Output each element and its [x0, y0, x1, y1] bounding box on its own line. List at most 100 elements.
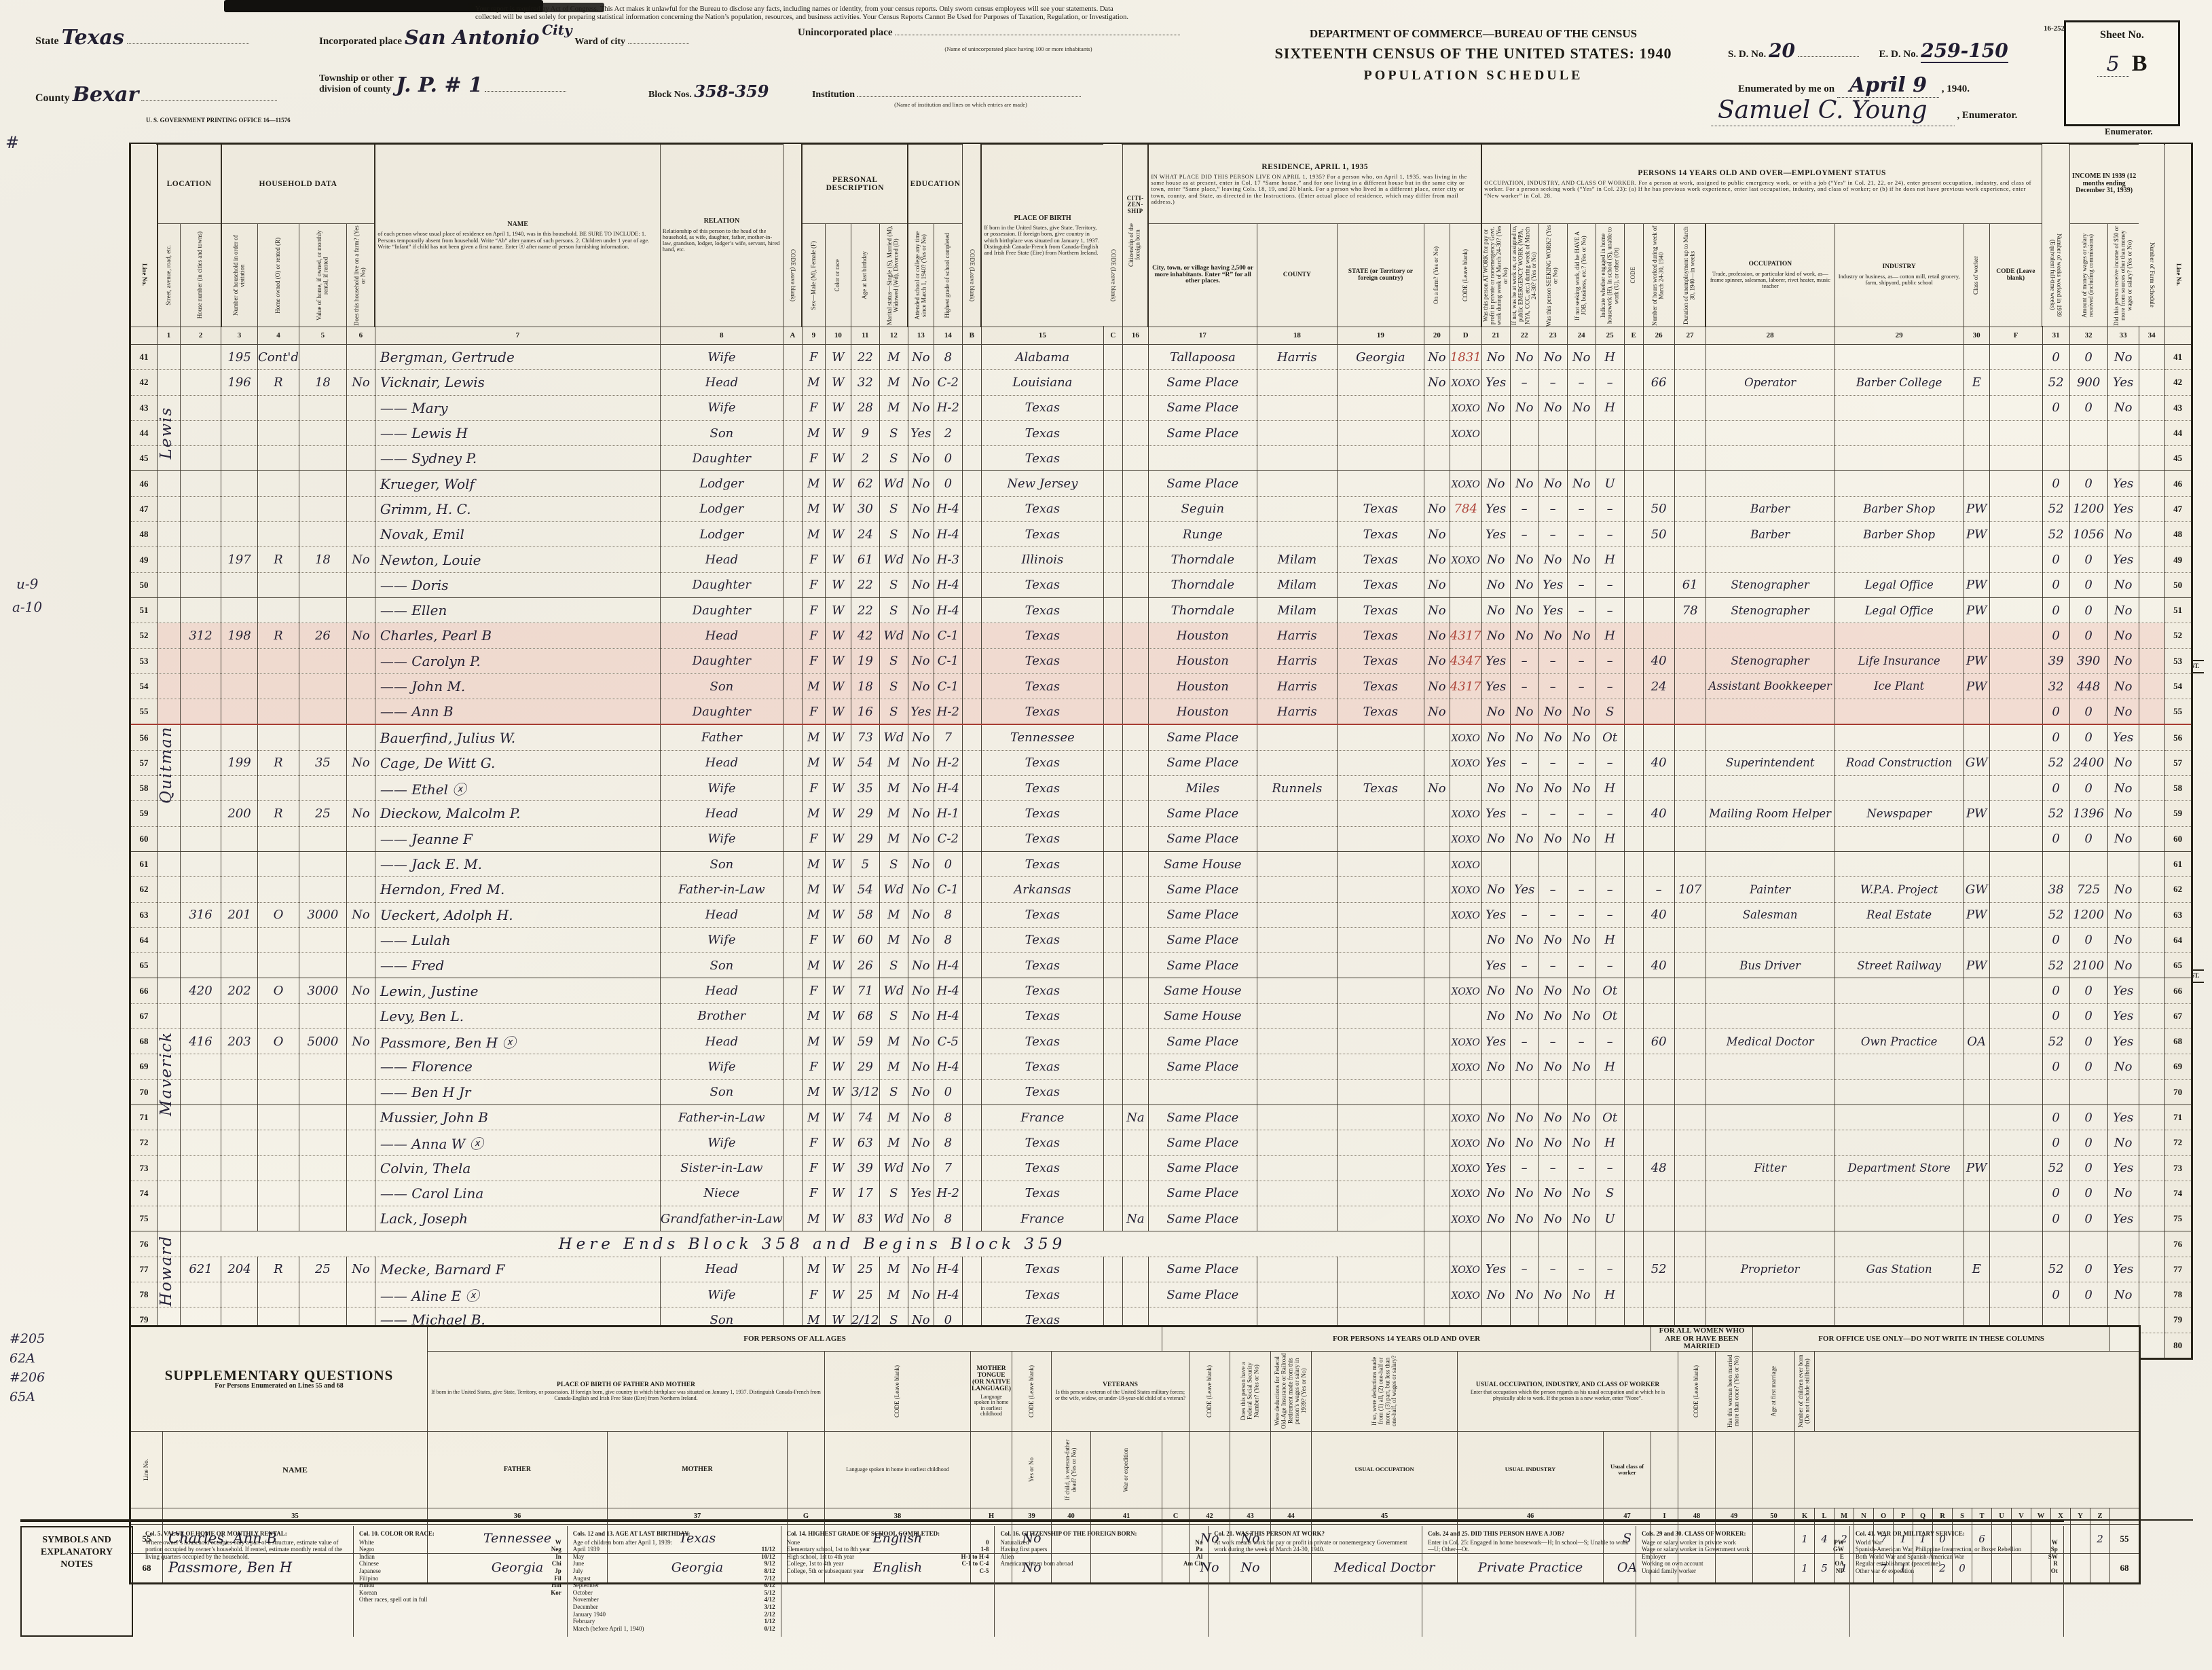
decorative: Head: [705, 553, 739, 568]
cell-other: No: [2107, 876, 2139, 903]
line-number-left: 73: [130, 1155, 158, 1181]
decorative: Mecke, Barnard F: [380, 1261, 505, 1278]
cell-marital: M: [879, 927, 908, 954]
street-cell: [157, 395, 181, 421]
decorative: No: [2114, 908, 2133, 923]
decorative: Japanese: [358, 1567, 383, 1575]
decorative: R: [274, 756, 283, 771]
decorative: 448: [2076, 679, 2101, 694]
cell-value: [298, 445, 347, 472]
decorative: Texas: [1025, 958, 1061, 973]
cell-house: [180, 546, 221, 573]
cell-house: [180, 1206, 221, 1232]
decorative: Same Place: [1166, 477, 1239, 491]
decorative: No: [1543, 730, 1562, 745]
decorative: S: [889, 502, 898, 517]
cell-age: 35: [850, 775, 880, 802]
decorative: LOCATION: [166, 179, 212, 188]
cell-hours: [1642, 395, 1675, 421]
cell-sex: M: [801, 1028, 826, 1055]
street-name-maverick: Maverick: [158, 1031, 175, 1116]
schedule-title: POPULATION SCHEDULE: [1363, 68, 1583, 83]
line-number-left: 74: [130, 1181, 158, 1207]
decorative: No: [912, 1009, 930, 1024]
cell-codeD: XOXO: [1449, 1130, 1482, 1156]
decorative: Same Place: [1166, 958, 1239, 973]
decorative: Houston: [1176, 654, 1229, 669]
supp-office-cell: 7: [1873, 1523, 1894, 1554]
decorative: H-4: [936, 1262, 959, 1277]
line-number-right: 53: [2164, 648, 2192, 674]
cell-state: Texas: [1336, 496, 1424, 523]
street-name-howard: Howard: [158, 1234, 175, 1306]
cell-w23: [1538, 851, 1568, 878]
decorative: 107: [1678, 882, 1702, 897]
decorative: Texas: [1025, 679, 1061, 694]
cell-fs: [2138, 521, 2165, 548]
decorative: No: [1515, 1110, 1534, 1125]
cell-county: [1256, 369, 1338, 396]
decorative: Head: [705, 984, 739, 999]
cell-marital: M: [879, 395, 908, 421]
cell-county: [1256, 927, 1338, 954]
decorative: Lodger: [699, 502, 744, 517]
decorative: W: [832, 1287, 845, 1302]
cell-w21: No: [1481, 1130, 1511, 1156]
cell-codeE: [1623, 470, 1644, 497]
legend-block-2: Cols. 12 and 13. AGE AT LAST BIRTHDAY: Ag…: [568, 1526, 781, 1637]
cell-county: [1256, 1105, 1338, 1131]
cell-house: [180, 673, 221, 700]
cell-codeC: [1103, 1181, 1123, 1207]
col-group-4: RELATION Relationship of this person to t…: [659, 143, 784, 327]
decorative: 52: [1651, 1262, 1667, 1277]
cell-wages: [2069, 445, 2108, 472]
decorative: Georgia: [491, 1560, 544, 1576]
cell-marital: M: [879, 344, 908, 371]
decorative: Naturalized: [1000, 1538, 1031, 1546]
cell-dur: [1674, 496, 1706, 523]
cell-hours: [1642, 1054, 1675, 1080]
cell-own: Cont'd: [257, 344, 299, 371]
decorative: No: [912, 1287, 930, 1302]
decorative: [2109, 1507, 2141, 1525]
cell-cls: [1963, 927, 1990, 954]
cell-hours: 40: [1642, 648, 1675, 674]
decorative: No: [2114, 958, 2133, 973]
line-number-left: 46: [130, 470, 158, 497]
cell-codeD: XOXO: [1449, 876, 1482, 903]
decorative: No: [1428, 527, 1446, 542]
cell-marital: Wd: [879, 623, 908, 649]
cell-w21: Yes: [1481, 800, 1511, 827]
decorative: 0: [2084, 350, 2093, 365]
cell-color: W: [824, 1130, 851, 1156]
col-group-1: LOCATION: [156, 143, 221, 224]
legend-block-3: Col. 14. HIGHEST GRADE OF SCHOOL COMPLET…: [781, 1526, 995, 1637]
cell-county: [1256, 902, 1338, 928]
cell-codeE: [1623, 1054, 1644, 1080]
supp-group-0: FOR PERSONS OF ALL AGES: [426, 1326, 1163, 1352]
decorative: Regular establishment (peacetime) R: [1856, 1560, 2058, 1567]
cell-codeD: [1449, 572, 1482, 598]
decorative: No: [352, 1034, 370, 1049]
cell-fs: [2138, 420, 2165, 447]
cell-cls: PW: [1963, 597, 1990, 624]
cell-codeD: XOXO: [1449, 1105, 1482, 1131]
cell-fs: [2138, 344, 2165, 371]
decorative: February 1/12: [573, 1618, 775, 1625]
decorative: 52: [2048, 527, 2064, 542]
cell-w22: No: [1509, 597, 1539, 624]
cell-cls: [1963, 344, 1990, 371]
decorative: Texas: [1025, 401, 1061, 415]
decorative: XOXO: [1451, 555, 1480, 567]
cell-cls: [1963, 420, 1990, 447]
cell-grade: 0: [933, 470, 963, 497]
decorative: September 6/12: [573, 1582, 775, 1589]
decorative: White W: [359, 1539, 561, 1546]
line-number-right: 51: [2164, 597, 2192, 624]
col-label-20: If not seeking work, did he HAVE A JOB, …: [1566, 223, 1596, 327]
cell-codeE: [1623, 750, 1644, 777]
street-cell: [157, 648, 181, 674]
decorative: No: [1486, 1211, 1505, 1226]
line-number-left: 43: [130, 395, 158, 421]
cell-marital: S: [879, 1003, 908, 1030]
